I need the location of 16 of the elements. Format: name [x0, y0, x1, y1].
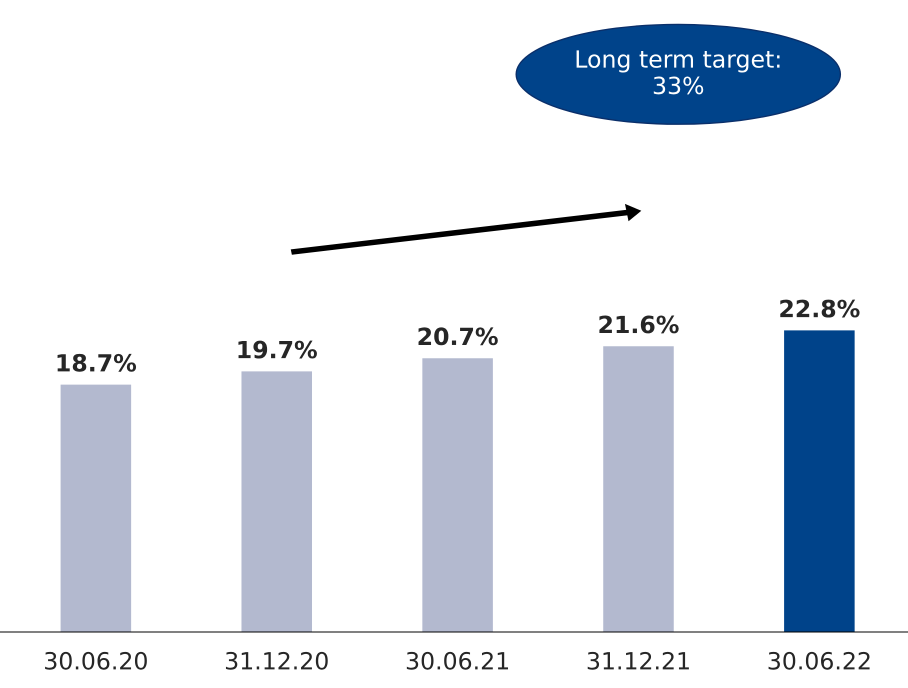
text: Long term target: 33% [576, 50, 780, 94]
x-tick-label: 31.12.20 [226, 652, 328, 670]
x-tick-label: 30.06.20 [45, 652, 147, 670]
data-label: 19.7% [238, 340, 317, 359]
bar [603, 346, 674, 632]
data-label: 18.7% [58, 354, 136, 372]
bar [241, 371, 312, 632]
data-label: 22.8% [780, 300, 860, 318]
data-label: 20.7% [418, 327, 498, 346]
x-tick-label: 30.06.22 [768, 652, 870, 670]
bar [60, 384, 132, 632]
x-tick-label: 30.06.21 [406, 652, 508, 670]
bar [422, 358, 493, 632]
x-tick-label: 31.12.21 [588, 652, 689, 670]
bar [784, 330, 855, 632]
data-label: 21.6% [599, 316, 679, 334]
